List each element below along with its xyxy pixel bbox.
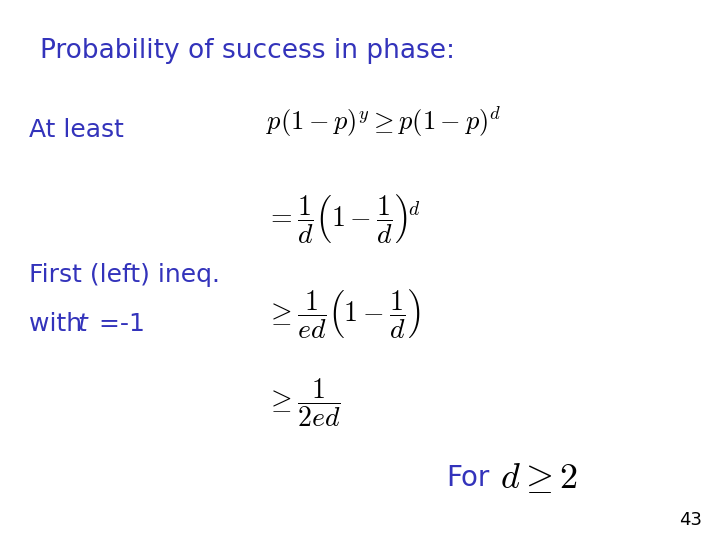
Text: First (left) ineq.: First (left) ineq. [29, 264, 220, 287]
Text: $p(1-p)^y \geq p(1-p)^d$: $p(1-p)^y \geq p(1-p)^d$ [266, 104, 502, 139]
Text: $\geq\dfrac{1}{ed}\left(1-\dfrac{1}{d}\right)$: $\geq\dfrac{1}{ed}\left(1-\dfrac{1}{d}\r… [266, 287, 420, 340]
Text: =-1: =-1 [91, 312, 145, 336]
Text: $\geq\dfrac{1}{2ed}$: $\geq\dfrac{1}{2ed}$ [266, 376, 341, 429]
Text: 43: 43 [679, 511, 702, 529]
Text: $d \geq 2$: $d \geq 2$ [500, 461, 578, 495]
Text: Probability of success in phase:: Probability of success in phase: [40, 38, 454, 64]
Text: $=\dfrac{1}{d}\left(1-\dfrac{1}{d}\right)^{\!d}$: $=\dfrac{1}{d}\left(1-\dfrac{1}{d}\right… [266, 192, 421, 245]
Text: At least: At least [29, 118, 124, 141]
Text: with: with [29, 312, 90, 336]
Text: t: t [78, 312, 88, 336]
Text: For: For [446, 464, 490, 492]
